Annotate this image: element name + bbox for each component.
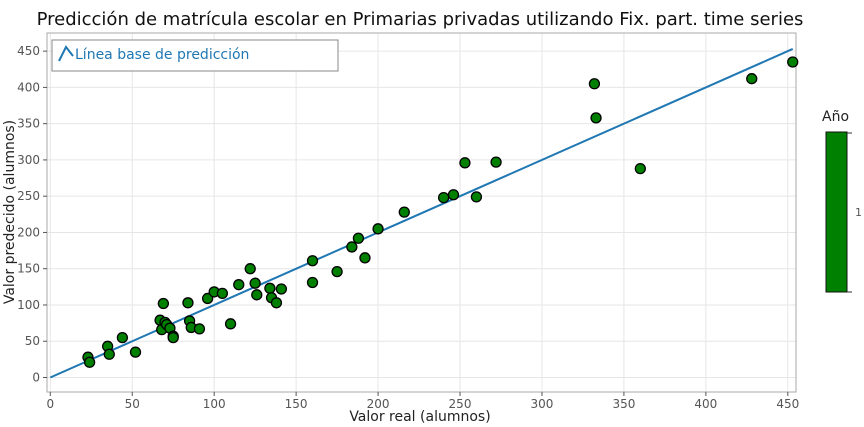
chart-title: Predicción de matrícula escolar en Prima… — [37, 9, 804, 30]
data-point[interactable] — [746, 73, 758, 85]
line-chart-icon — [58, 45, 74, 62]
data-point[interactable] — [129, 346, 142, 358]
x-tick-label: 0 — [46, 397, 54, 411]
x-tick-label: 50 — [125, 397, 140, 411]
y-tick-label: 350 — [17, 117, 40, 131]
data-point[interactable] — [352, 232, 365, 244]
data-point[interactable] — [372, 223, 384, 235]
data-point[interactable] — [216, 287, 229, 300]
y-tick-label: 100 — [17, 298, 40, 312]
data-point[interactable] — [224, 318, 237, 330]
data-point[interactable] — [270, 297, 283, 309]
data-point[interactable] — [634, 162, 646, 175]
data-point[interactable] — [83, 356, 96, 368]
data-point[interactable] — [103, 348, 115, 360]
x-tick-label: 150 — [285, 397, 308, 411]
y-tick-label: 250 — [17, 189, 40, 203]
data-point[interactable] — [264, 282, 276, 294]
y-tick-label: 400 — [17, 80, 40, 94]
x-axis-title: Valor real (alumnos) — [349, 409, 490, 425]
y-tick-label: 450 — [17, 44, 40, 58]
data-point[interactable] — [306, 276, 319, 289]
data-point[interactable] — [787, 56, 799, 68]
data-point[interactable] — [590, 112, 602, 124]
data-point[interactable] — [447, 189, 460, 201]
data-point[interactable] — [459, 157, 471, 169]
data-point[interactable] — [359, 252, 371, 264]
colorbar-tick-label: 1 — [855, 206, 862, 219]
x-tick-label: 250 — [449, 397, 472, 411]
data-point[interactable] — [167, 331, 179, 344]
x-tick-label: 450 — [776, 397, 799, 411]
y-tick-label: 50 — [25, 334, 40, 348]
y-tick-label: 0 — [32, 370, 40, 384]
y-axis-title: Valor predecido (alumnos) — [2, 120, 18, 304]
data-point[interactable] — [346, 241, 358, 253]
x-tick-label: 200 — [367, 397, 390, 411]
x-tick-label: 300 — [531, 397, 554, 411]
y-tick-label: 200 — [17, 225, 40, 239]
colorbar: Año 1 — [822, 109, 862, 293]
data-point[interactable] — [437, 191, 450, 204]
legend-label: Línea base de predicción — [75, 47, 249, 63]
data-point[interactable] — [306, 255, 319, 267]
y-tick-label: 300 — [17, 153, 40, 167]
x-tick-label: 350 — [612, 397, 635, 411]
data-point[interactable] — [116, 331, 129, 344]
data-point[interactable] — [331, 265, 343, 278]
y-axis-ticks: 0 50 100 150 200 250 300 350 400 450 — [17, 44, 47, 384]
legend-box — [51, 39, 339, 72]
data-point[interactable] — [193, 323, 206, 335]
data-point[interactable] — [470, 191, 483, 203]
x-axis-ticks: 0 50 100 150 200 250 300 350 400 450 — [46, 392, 799, 411]
baseline-layer — [49, 48, 794, 379]
data-point[interactable] — [249, 277, 261, 289]
data-point[interactable] — [588, 78, 601, 90]
data-point[interactable] — [244, 263, 256, 275]
x-tick-label: 100 — [203, 397, 226, 411]
data-point[interactable] — [490, 156, 502, 168]
plot-frame — [46, 32, 797, 393]
x-tick-label: 400 — [694, 397, 717, 411]
data-point[interactable] — [182, 297, 194, 309]
colorbar-gradient — [825, 131, 848, 293]
baseline-line — [49, 48, 794, 379]
data-point[interactable] — [251, 289, 263, 301]
data-point[interactable] — [275, 283, 288, 295]
points-layer — [82, 56, 799, 368]
data-point[interactable] — [398, 206, 410, 218]
colorbar-title: Año — [822, 109, 849, 125]
data-point[interactable] — [201, 292, 214, 305]
data-point[interactable] — [233, 279, 245, 291]
y-tick-label: 150 — [17, 262, 40, 276]
data-point[interactable] — [157, 297, 170, 310]
legend[interactable]: Línea base de predicción — [51, 39, 339, 72]
